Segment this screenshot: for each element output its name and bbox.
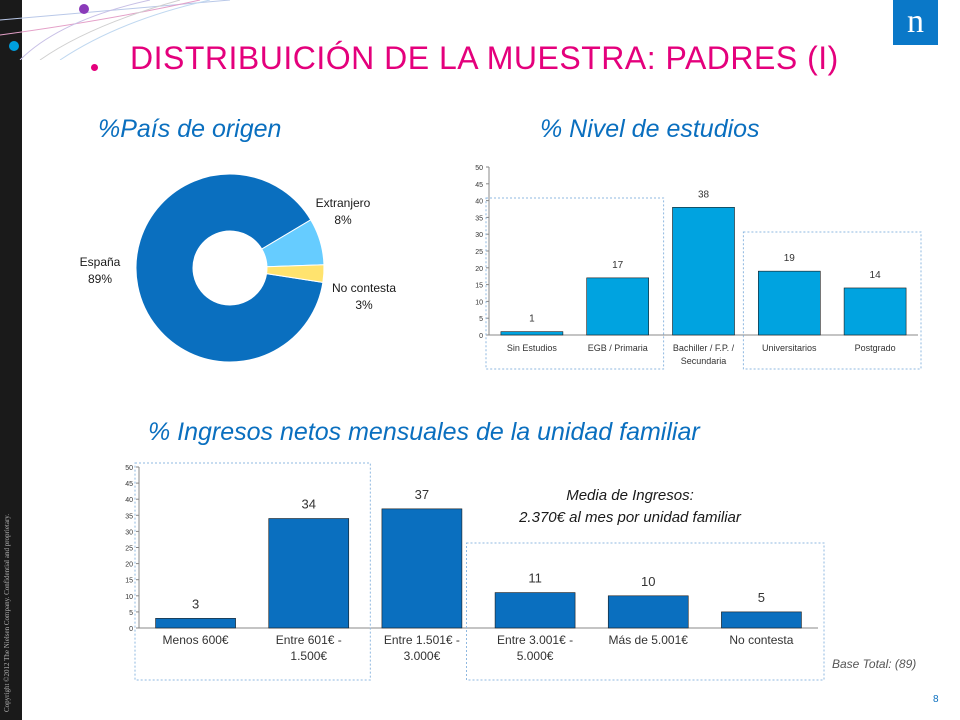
nivel-category-label-5-line-1: Postgrado — [855, 343, 896, 353]
nivel-y-tick-label-10: 50 — [475, 165, 483, 172]
ingresos-group-box-1 — [134, 462, 371, 681]
ingresos-category-label-2-line-1: Entre 601€ - — [276, 633, 342, 647]
nivel-category-label-4-line-1: Universitarios — [762, 343, 817, 353]
ingresos-y-tick-label-1: 5 — [129, 610, 133, 617]
ingresos-y-tick-label-9: 45 — [125, 481, 133, 488]
annotation-line-1: Media de Ingresos: — [566, 487, 694, 504]
nivel-y-tick-label-8: 40 — [475, 199, 483, 206]
ingresos-category-label-6-line-1: No contesta — [729, 633, 793, 647]
nivel-y-tick-label-2: 10 — [475, 299, 483, 306]
ingresos-y-tick-label-7: 35 — [125, 513, 133, 520]
ingresos-bar-value-4: 11 — [528, 571, 542, 586]
nivel-category-label-3-line-2: Secundaria — [681, 356, 727, 366]
ingresos-bar-value-1: 3 — [192, 596, 199, 611]
nivel-bar-2 — [586, 277, 650, 336]
nivel-bar-4 — [757, 270, 821, 336]
ingresos-bar-value-5: 10 — [641, 574, 655, 589]
ingresos-bar-value-6: 5 — [758, 590, 765, 605]
ingresos-bar-1 — [155, 618, 236, 629]
ingresos-category-label-2-line-2: 1.500€ — [290, 649, 327, 663]
nivel-bar-5 — [843, 287, 907, 336]
page-title: DISTRIBUICIÓN DE LA MUESTRA: PADRES (I) — [130, 40, 839, 76]
ingresos-y-tick-label-3: 15 — [125, 578, 133, 585]
nivel-y-tick-label-7: 35 — [475, 215, 483, 222]
decorative-arcs — [0, 0, 231, 60]
pie-label-name-1: España — [80, 255, 121, 269]
ingresos-bar-value-2: 34 — [302, 497, 316, 512]
pie-label-value-3: 3% — [355, 298, 373, 312]
left-sidebar-bar — [0, 0, 22, 720]
base-total-note: Base Total: (89) — [832, 657, 917, 671]
nivel-y-tick-label-9: 45 — [475, 182, 483, 189]
ingresos-category-label-4-line-1: Entre 3.001€ - — [497, 633, 573, 647]
nivel-y-tick-label-1: 5 — [479, 316, 483, 323]
ingresos-category-label-1-line-1: Menos 600€ — [163, 633, 229, 647]
section-title-ingresos: % Ingresos netos mensuales de la unidad … — [148, 418, 700, 446]
pie-slice-3 — [265, 264, 325, 283]
nivel-bar-value-4: 19 — [784, 253, 796, 264]
ingresos-category-label-3-line-2: 3.000€ — [404, 649, 441, 663]
ingresos-bar-6 — [721, 611, 802, 629]
ingresos-y-tick-label-6: 30 — [125, 529, 133, 536]
nivel-group-box-2 — [742, 231, 922, 370]
ingresos-bar-3 — [381, 508, 463, 629]
deco-dot-blue — [9, 41, 19, 51]
ingresos-y-tick-label-4: 20 — [125, 562, 133, 569]
ingresos-bar-5 — [607, 595, 689, 629]
ingresos-category-label-5-line-1: Más de 5.001€ — [609, 633, 689, 647]
nivel-y-tick-label-0: 0 — [479, 333, 483, 340]
ingresos-bar-2 — [268, 518, 350, 629]
nivel-bar-3 — [672, 207, 735, 336]
ingresos-group-box-2 — [466, 542, 825, 681]
ingresos-y-tick-label-2: 10 — [125, 594, 133, 601]
pie-label-value-1: 89% — [88, 272, 112, 286]
title-bullet-dot — [91, 64, 98, 71]
income-mean-annotation: Media de Ingresos: 2.370€ al mes por uni… — [480, 485, 780, 529]
nivel-category-label-1-line-1: Sin Estudios — [507, 343, 558, 353]
ingresos-y-tick-label-0: 0 — [129, 626, 133, 633]
nivel-group-box-1 — [485, 197, 665, 370]
ingresos-category-label-3-line-1: Entre 1.501€ - — [384, 633, 460, 647]
ingresos-y-tick-label-8: 40 — [125, 497, 133, 504]
nivel-category-label-2-line-1: EGB / Primaria — [588, 343, 648, 353]
nivel-bar-value-5: 14 — [870, 270, 882, 281]
nivel-y-tick-label-3: 15 — [475, 283, 483, 290]
nivel-y-tick-label-6: 30 — [475, 232, 483, 239]
section-title-pais: %País de origen — [98, 115, 282, 143]
pie-label-name-2: Extranjero — [316, 196, 371, 210]
ingresos-y-tick-label-5: 25 — [125, 546, 133, 553]
deco-dot-purple — [79, 4, 89, 14]
annotation-line-2: 2.370€ al mes por unidad familiar — [519, 509, 741, 526]
nivel-y-tick-label-4: 20 — [475, 266, 483, 273]
ingresos-y-tick-label-10: 50 — [125, 465, 133, 472]
ingresos-bar-value-3: 37 — [415, 487, 429, 502]
nivel-bar-value-2: 17 — [612, 260, 624, 271]
pie-slice-1 — [135, 173, 324, 363]
section-title-nivel: % Nivel de estudios — [540, 115, 760, 143]
pie-label-name-3: No contesta — [332, 281, 396, 295]
nivel-category-label-3-line-1: Bachiller / F.P. / — [673, 343, 735, 353]
nivel-bar-value-1: 1 — [529, 314, 535, 325]
nivel-bar-value-3: 38 — [698, 189, 710, 200]
nivel-bar-1 — [500, 331, 564, 336]
ingresos-category-label-4-line-2: 5.000€ — [517, 649, 554, 663]
nielsen-logo: n — [893, 0, 938, 45]
nivel-y-tick-label-5: 25 — [475, 249, 483, 256]
page-number: 8 — [933, 694, 939, 705]
pie-label-value-2: 8% — [334, 213, 352, 227]
ingresos-bar-4 — [494, 592, 576, 629]
